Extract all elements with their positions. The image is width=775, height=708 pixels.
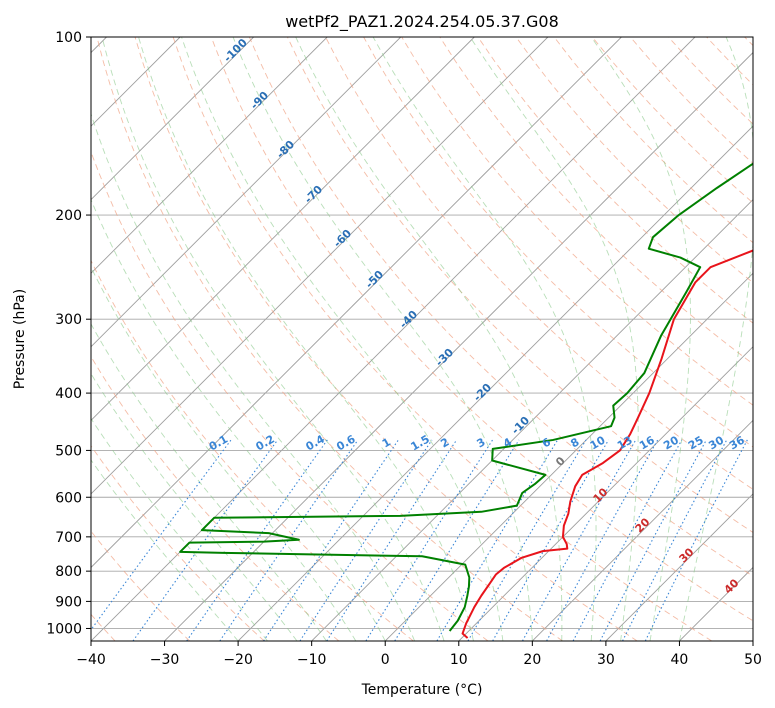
y-tick-label: 700: [55, 530, 82, 546]
dry-adiabat: [172, 37, 713, 641]
isotherm-line: [91, 37, 328, 274]
x-axis-ticks: −40 −30 −20 −10 0 10 20 30 40 50: [76, 641, 762, 668]
dry-adiabat: [248, 37, 753, 577]
y-tick-label: 500: [55, 443, 82, 459]
x-axis-label: Temperature (°C): [361, 682, 483, 698]
isotherm-line: [91, 37, 475, 421]
x-tick-label: 10: [450, 652, 468, 668]
x-tick-label: −10: [297, 652, 327, 668]
dry-adiabat: [91, 355, 340, 641]
y-tick-label: 900: [55, 594, 82, 610]
moist-adiabat: [232, 37, 533, 641]
dry-adiabat: [287, 37, 753, 533]
y-tick-label: 400: [55, 386, 82, 402]
dry-adiabats: [91, 37, 753, 641]
mixing-ratio-line: [521, 439, 637, 641]
y-axis-ticks: 100 200 300 400 500 600 700 800 900 1000: [46, 30, 91, 637]
plot-frame: [90, 36, 754, 642]
dry-adiabat: [515, 37, 753, 284]
moist-adiabat: [590, 37, 691, 641]
moist-adiabat: [678, 37, 753, 641]
moist-adiabat: [91, 372, 298, 641]
y-tick-label: 600: [55, 490, 82, 506]
moist-adiabat: [138, 37, 474, 641]
series-line-1: [461, 249, 753, 639]
x-tick-label: 40: [671, 652, 689, 668]
dry-adiabat: [134, 37, 638, 641]
chart-title: wetPf2_PAZ1.2024.254.05.37.G08: [285, 12, 559, 32]
moist-adiabat: [181, 37, 504, 641]
y-tick-label: 100: [55, 30, 82, 46]
isotherm-line: [91, 37, 254, 201]
mixing-ratio-line: [299, 439, 433, 641]
mixing-ratio-line: [365, 439, 494, 641]
isotherm-line: [91, 37, 696, 641]
dry-adiabat: [91, 259, 414, 641]
mixing-ratio-line: [492, 439, 610, 641]
moist-adiabat: [91, 459, 239, 641]
mixing-ratio-line: [436, 439, 559, 641]
y-tick-label: 800: [55, 564, 82, 580]
x-tick-label: 0: [381, 652, 390, 668]
isotherm-line: [91, 37, 622, 569]
series-line-2: [179, 162, 753, 632]
y-axis-label: Pressure (hPa): [12, 289, 28, 389]
isotherm-line: [605, 493, 753, 641]
isotherm-line: [384, 272, 753, 641]
x-tick-label: −40: [76, 652, 106, 668]
isotherm-line: [237, 125, 753, 641]
mixing-ratio-line: [644, 439, 748, 641]
moist-adiabat: [295, 37, 563, 641]
moist-adiabat: [91, 266, 357, 641]
x-tick-label: 30: [597, 652, 615, 668]
mixing-ratio-line: [467, 439, 587, 641]
moist-adiabat: [372, 37, 597, 641]
isotherm-line: [532, 419, 753, 641]
moist-adiabat: [101, 37, 445, 641]
moist-adiabat: [469, 37, 639, 641]
isotherm-line: [91, 37, 402, 348]
dry-adiabat: [210, 37, 753, 622]
x-tick-label: 50: [744, 652, 762, 668]
mixing-ratio-line: [91, 439, 232, 631]
y-tick-label: 1000: [46, 621, 82, 637]
dry-adiabat: [91, 445, 265, 641]
moist-adiabat: [91, 323, 327, 641]
mixing-ratio-line: [546, 439, 659, 641]
isotherm-line: [91, 37, 549, 495]
dry-adiabat: [325, 37, 753, 490]
x-tick-label: 20: [523, 652, 541, 668]
y-tick-label: 200: [55, 208, 82, 224]
pressure-gridlines: [91, 37, 753, 629]
isotherm-line: [458, 346, 753, 641]
dry-adiabat: [96, 37, 563, 641]
profile-series: [179, 162, 753, 639]
mixing-ratio-line: [326, 439, 458, 641]
mixing-ratio-line: [263, 439, 399, 641]
moist-adiabats: [91, 37, 753, 641]
moist-adiabat: [91, 198, 386, 641]
isotherm-line: [164, 51, 753, 641]
x-tick-label: −30: [150, 652, 180, 668]
mixing-ratio-line: [219, 439, 359, 641]
y-tick-label: 300: [55, 312, 82, 328]
mixing-ratio-lines: [91, 439, 748, 641]
mixing-ratio-line: [186, 439, 328, 641]
moist-adiabat: [91, 112, 416, 641]
moist-adiabat: [91, 417, 268, 641]
mixing-ratio-line: [394, 439, 520, 641]
x-tick-label: −20: [223, 652, 253, 668]
